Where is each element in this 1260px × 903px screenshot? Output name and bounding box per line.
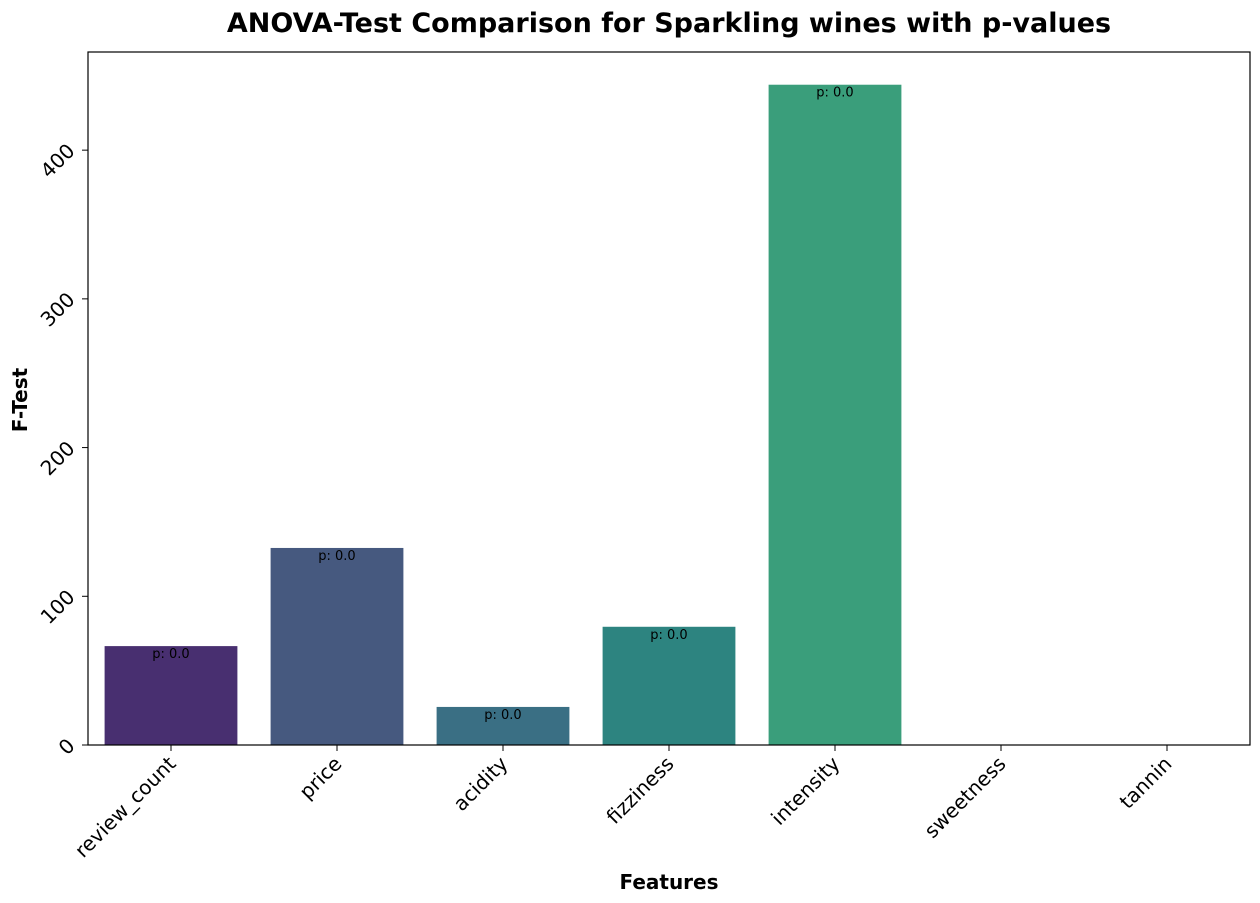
data-label-price: p: 0.0 (318, 549, 355, 564)
chart-title: ANOVA-Test Comparison for Sparkling wine… (227, 8, 1111, 39)
bar-fizziness (602, 626, 736, 745)
x-tick-label-tannin: tannin (1115, 752, 1177, 814)
bar-price (270, 547, 404, 745)
y-tick-label-300: 300 (36, 287, 80, 331)
y-axis-ticks: 0 100 200 300 400 (36, 139, 88, 760)
bar-acidity (436, 706, 570, 745)
x-tick-label-intensity: intensity (766, 751, 844, 829)
y-tick-label-200: 200 (36, 436, 80, 480)
x-tick-label-acidity: acidity (448, 751, 512, 815)
data-label-acidity: p: 0.0 (484, 708, 521, 723)
data-label-fizziness: p: 0.0 (650, 628, 687, 643)
data-label-intensity: p: 0.0 (816, 86, 853, 101)
data-labels-group: p: 0.0 p: 0.0 p: 0.0 p: 0.0 p: 0.0 (152, 86, 853, 723)
y-tick-label-400: 400 (36, 139, 80, 183)
x-tick-label-sweetness: sweetness (919, 752, 1010, 843)
x-tick-label-fizziness: fizziness (601, 752, 678, 829)
y-tick-label-0: 0 (54, 734, 80, 760)
x-tick-label-price: price (294, 752, 346, 804)
x-axis-label: Features (619, 870, 718, 894)
data-label-review_count: p: 0.0 (152, 647, 189, 662)
bars-group (104, 84, 902, 745)
x-tick-label-review_count: review_count (70, 751, 181, 862)
bar-review_count (104, 646, 238, 745)
y-tick-label-100: 100 (36, 585, 80, 629)
y-axis-label: F-Test (8, 367, 32, 432)
bar-intensity (768, 84, 902, 745)
x-axis-ticks: review_count price acidity fizziness intensi… (70, 745, 1177, 862)
